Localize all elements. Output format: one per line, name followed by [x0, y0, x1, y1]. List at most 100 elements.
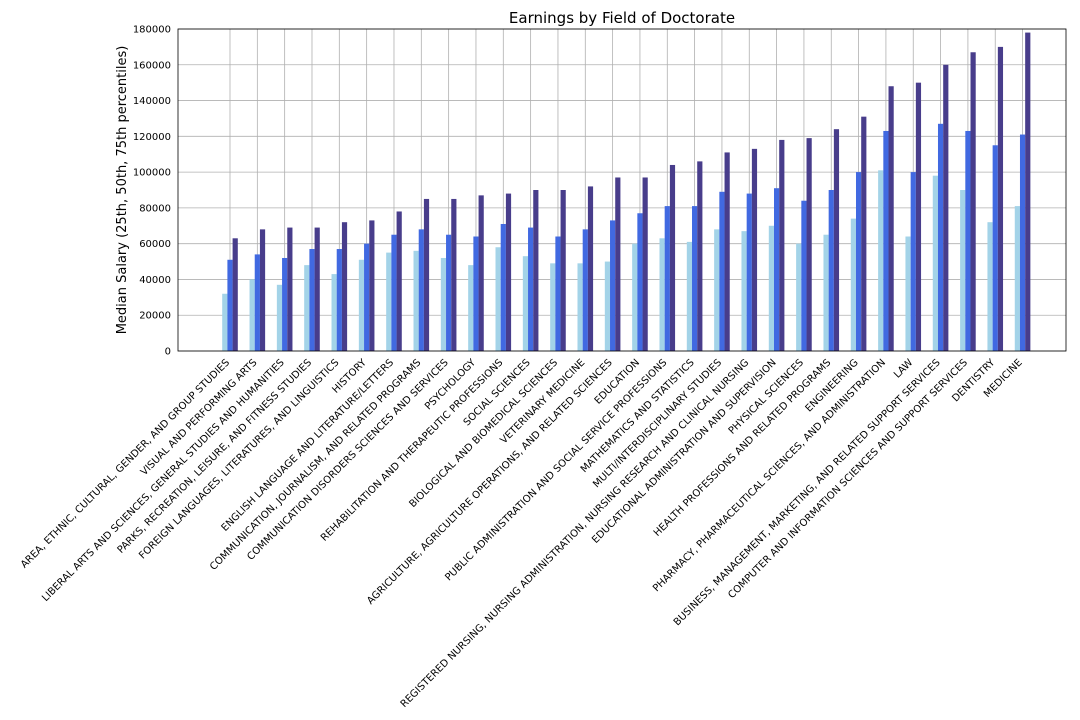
bar-series-2	[500, 223, 506, 351]
bar-series-1	[686, 241, 693, 351]
y-tick-label: 0	[165, 347, 171, 358]
bar-series-2	[692, 206, 698, 351]
bar-series-3	[232, 238, 238, 351]
x-tick-labels: AREA, ETHNIC, CULTURAL, GENDER, AND GROU…	[19, 357, 1025, 710]
bar-series-3	[779, 139, 785, 351]
bar-series-3	[943, 64, 949, 351]
bar-series-1	[714, 229, 720, 351]
y-tick-label: 180000	[133, 25, 171, 36]
bar-series-3	[423, 198, 430, 351]
bar-series-1	[905, 236, 911, 351]
bar-series-2	[774, 188, 780, 351]
bar-series-1	[796, 243, 802, 351]
y-tick-label: 120000	[133, 132, 171, 143]
bar-series-3	[533, 190, 539, 351]
bar-series-2	[965, 130, 971, 351]
bar-series-2	[883, 130, 889, 351]
bar-series-1	[741, 231, 747, 351]
bar-series-2	[637, 213, 643, 351]
bar-series-1	[960, 190, 966, 351]
bar-series-1	[495, 247, 501, 351]
bar-series-3	[833, 129, 840, 351]
bar-series-1	[222, 293, 228, 351]
bar-series-1	[522, 256, 529, 351]
bar-series-3	[259, 229, 266, 351]
bar-series-3	[314, 227, 320, 351]
bar-series-2	[227, 259, 233, 351]
x-tick-label: LIBERAL ARTS AND SCIENCES, GENERAL STUDI…	[40, 357, 287, 604]
bar-series-1	[468, 265, 474, 351]
bar-series-3	[478, 195, 484, 351]
y-tick-labels: 0 20000 40000 60000 80000 100000 120000 140000 1…	[133, 25, 171, 358]
x-tick-label: FOREIGN LANGUAGES, LITERATURES, AND LING…	[137, 357, 341, 561]
bar-series-3	[1025, 32, 1031, 351]
bar-series-3	[970, 52, 976, 351]
bar-series-3	[642, 177, 648, 351]
bar-series-3	[888, 86, 894, 352]
bar-series-3	[724, 152, 730, 351]
bar-series-3	[369, 220, 375, 351]
bar-series-1	[413, 250, 419, 351]
bar-series-1	[932, 175, 938, 351]
bars-layer	[222, 32, 1031, 352]
bar-series-1	[987, 222, 993, 351]
bar-series-1	[878, 170, 884, 351]
bar-series-2	[828, 190, 834, 351]
bar-series-3	[587, 186, 594, 351]
bar-series-3	[806, 138, 812, 351]
bar-series-1	[550, 263, 556, 351]
bar-series-1	[850, 218, 856, 351]
bar-series-2	[254, 254, 260, 351]
bar-series-2	[746, 193, 752, 351]
bar-series-2	[555, 236, 561, 351]
bar-series-3	[341, 222, 348, 351]
bar-series-3	[697, 161, 703, 351]
bar-series-2	[582, 229, 588, 351]
bar-series-2	[719, 191, 725, 351]
bar-series-2	[910, 172, 916, 351]
bar-series-1	[659, 238, 665, 351]
bar-series-2	[418, 229, 424, 351]
y-tick-label: 80000	[139, 203, 171, 214]
bar-series-3	[560, 190, 566, 351]
bar-series-1	[440, 257, 447, 351]
bar-series-3	[669, 164, 676, 351]
bar-series-1	[823, 234, 829, 351]
bar-series-2	[664, 206, 670, 351]
bar-series-3	[861, 116, 867, 351]
bar-series-3	[451, 198, 457, 351]
bar-series-2	[1019, 134, 1026, 351]
bar-series-1	[331, 274, 337, 351]
bar-series-1	[768, 225, 774, 351]
bar-series-1	[358, 259, 365, 351]
bar-series-3	[615, 177, 621, 351]
y-tick-label: 100000	[133, 168, 171, 179]
bar-series-2	[801, 200, 807, 351]
y-tick-label: 20000	[139, 311, 171, 322]
bar-series-2	[473, 236, 479, 351]
plot-frame	[177, 28, 1067, 352]
y-tick-label: 40000	[139, 275, 171, 286]
bar-series-2	[992, 145, 998, 351]
bar-series-2	[336, 249, 342, 351]
bar-series-1	[276, 284, 283, 351]
bar-series-2	[446, 234, 452, 351]
chart-title: Earnings by Field of Doctorate	[509, 9, 735, 27]
bar-series-1	[249, 279, 255, 351]
bar-series-1	[632, 243, 638, 351]
bar-series-1	[304, 265, 310, 351]
bar-series-3	[396, 211, 402, 351]
bar-series-2	[364, 243, 370, 351]
y-axis-label: Median Salary (25th, 50th, 75th percenti…	[115, 46, 130, 335]
y-tick-label: 140000	[133, 96, 171, 107]
bar-series-2	[610, 220, 616, 351]
bar-series-2	[855, 172, 862, 351]
bar-series-2	[391, 234, 397, 351]
bar-series-3	[915, 82, 922, 352]
y-tick-label: 60000	[139, 239, 171, 250]
bar-series-2	[937, 123, 944, 351]
bar-series-3	[997, 46, 1004, 351]
x-tick-label: LAW	[892, 357, 915, 380]
bar-series-1	[577, 263, 583, 351]
